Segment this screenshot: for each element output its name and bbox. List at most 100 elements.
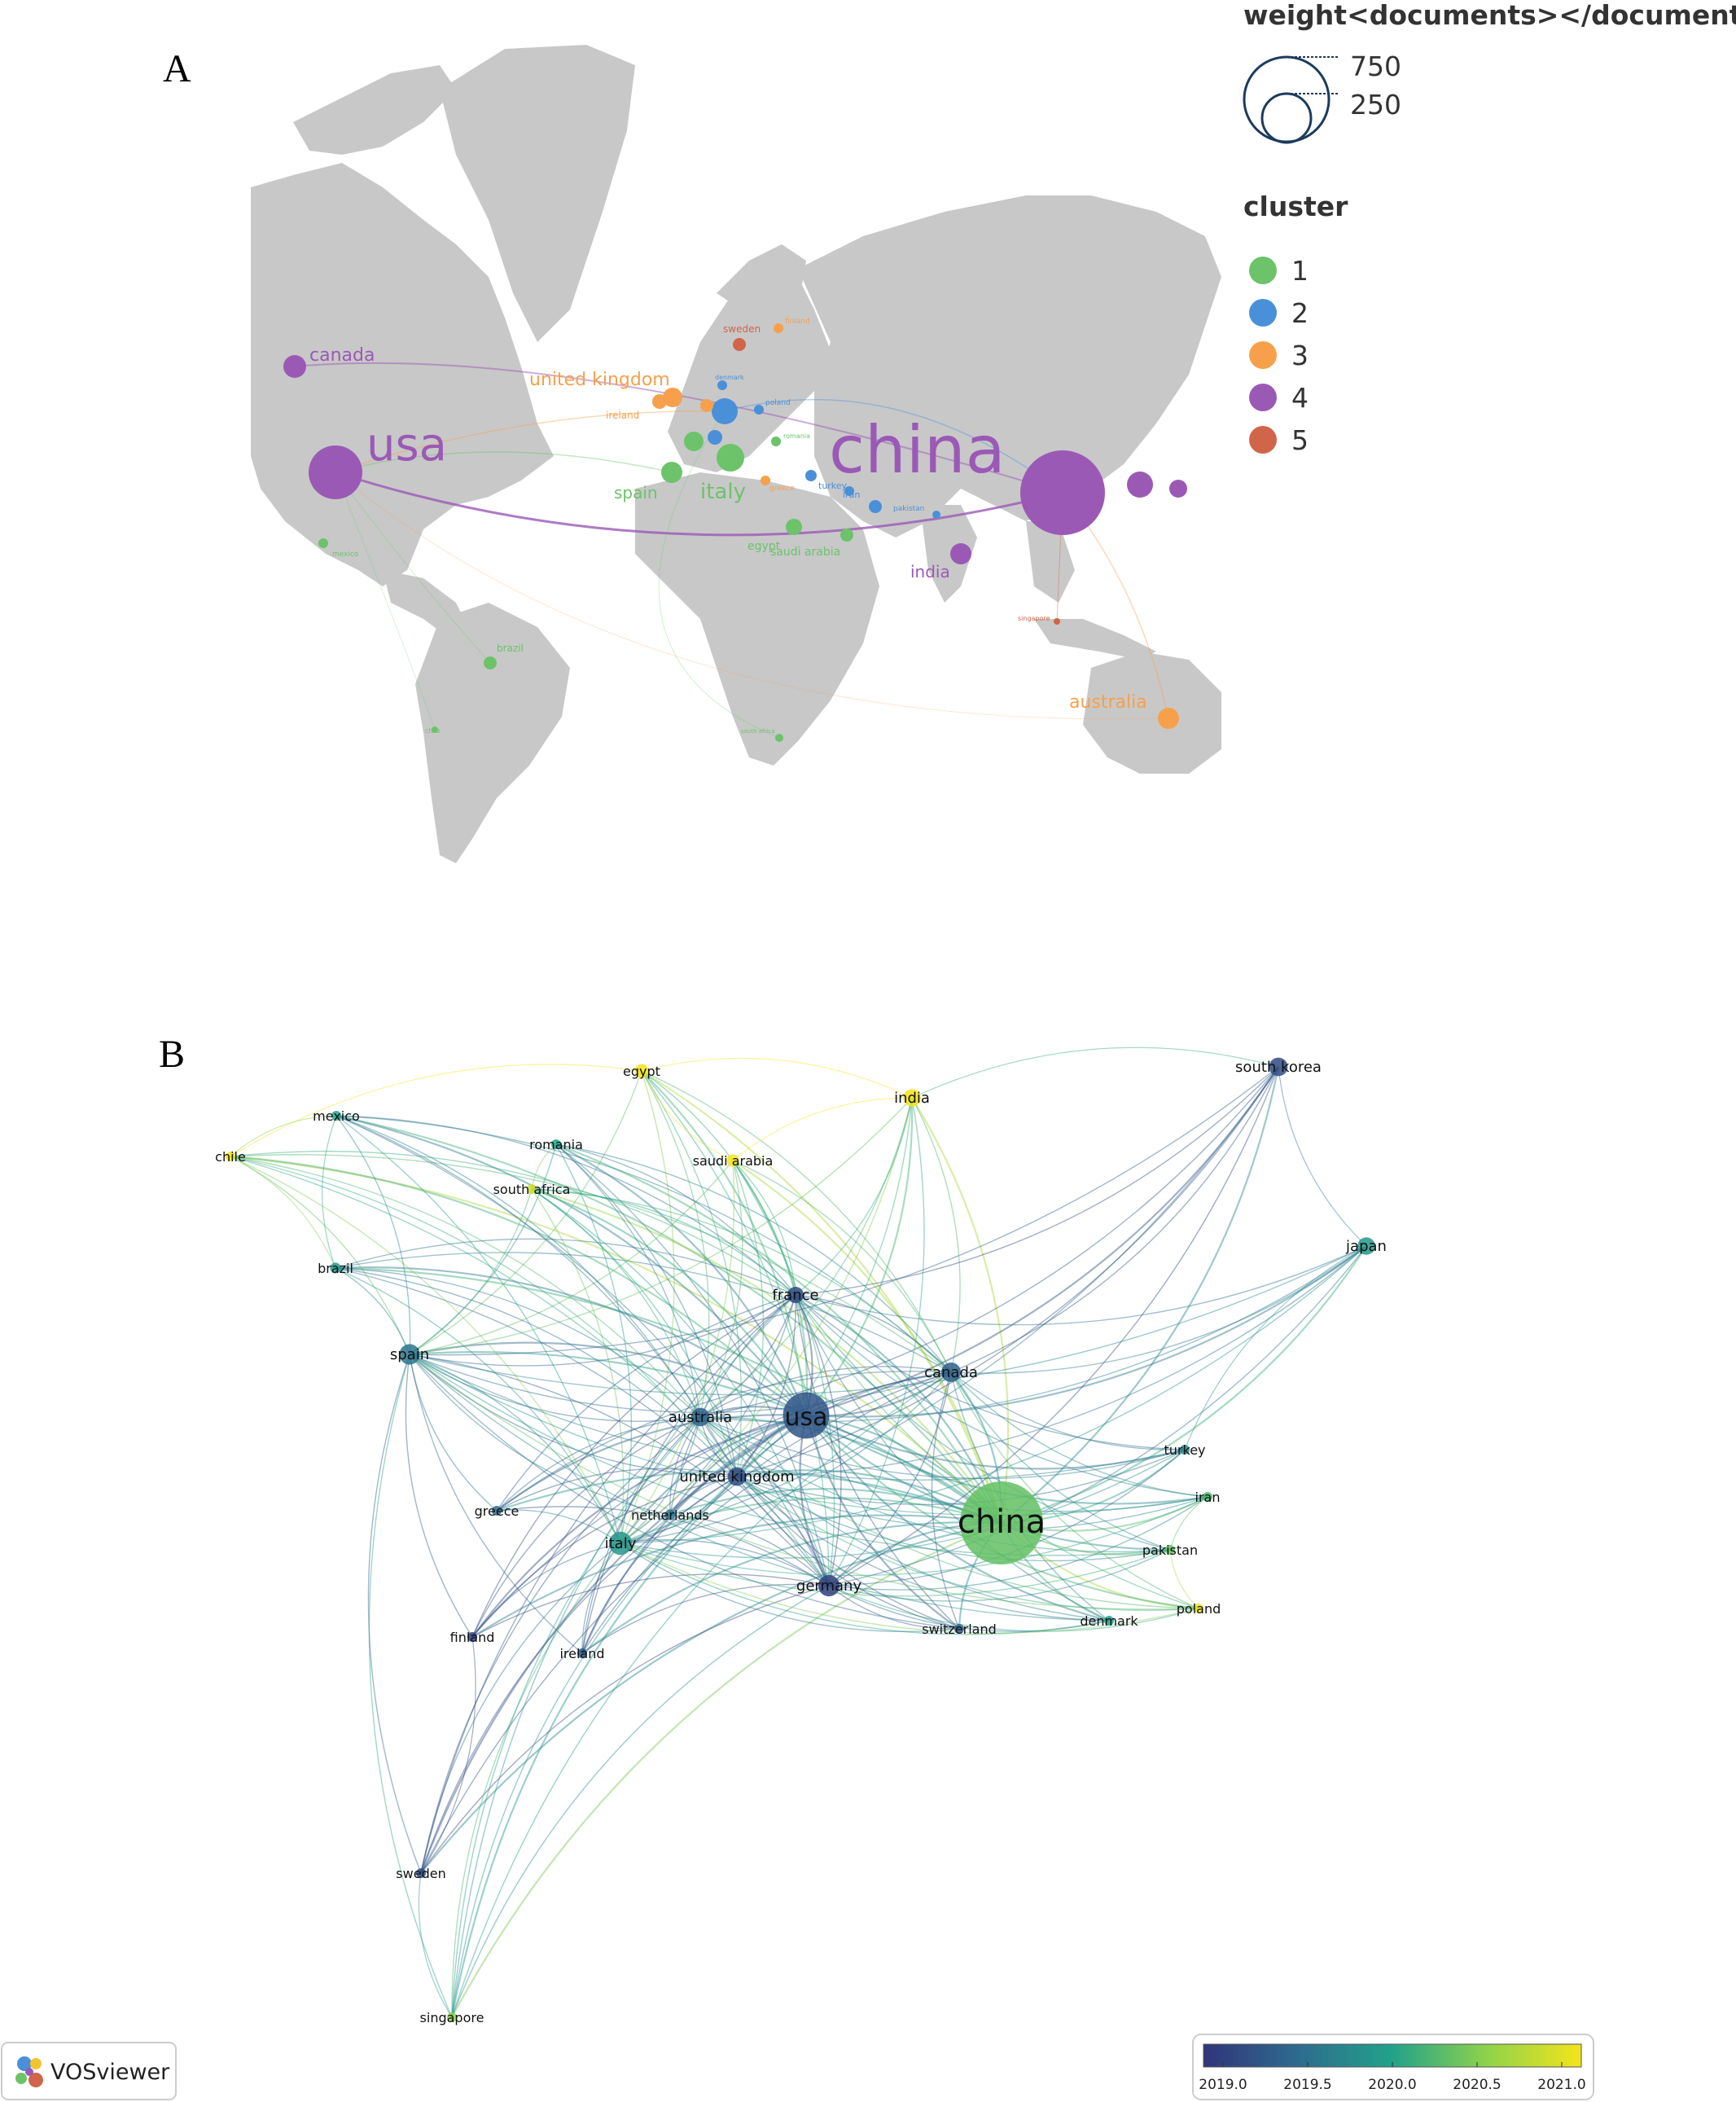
network-node-finland[interactable] — [467, 1632, 477, 1642]
network-label-japan: japan — [1345, 1238, 1387, 1255]
network-node-denmark[interactable] — [1104, 1616, 1114, 1626]
map-node-spain[interactable] — [661, 462, 682, 483]
map-node-iran[interactable] — [844, 486, 854, 496]
arctic-islands-shape — [293, 65, 456, 155]
network-node-germany[interactable] — [818, 1574, 840, 1597]
map-node-egypt[interactable] — [786, 519, 802, 535]
map-node-germany[interactable] — [712, 398, 738, 424]
network-edge — [732, 1160, 1003, 1524]
network-label-india: india — [894, 1090, 930, 1107]
map-node-japan[interactable] — [1169, 480, 1187, 498]
network-edge — [795, 1294, 1171, 1551]
map-node-australia[interactable] — [1158, 708, 1179, 729]
map-node-pakistan[interactable] — [869, 500, 882, 513]
network-edge — [699, 1416, 1171, 1553]
map-node-saudi-arabia[interactable] — [840, 529, 853, 542]
network-edge — [805, 1097, 914, 1416]
map-node-brazil[interactable] — [484, 656, 497, 669]
vosviewer-badge: VOSviewer — [1, 2042, 177, 2100]
panel-b-letter: B — [159, 1033, 185, 1076]
network-edge — [420, 1542, 621, 1874]
network-edge — [641, 1070, 830, 1586]
network-node-pakistan[interactable] — [1165, 1545, 1175, 1555]
map-node-finland[interactable] — [774, 323, 783, 333]
map-node-turkey[interactable] — [805, 470, 817, 481]
network-node-france[interactable] — [787, 1286, 804, 1304]
network-edge — [620, 1070, 675, 1544]
map-node-sweden[interactable] — [733, 338, 746, 351]
network-node-turkey[interactable] — [1180, 1445, 1190, 1455]
network-node-south-korea[interactable] — [1269, 1057, 1288, 1077]
map-node-singapore[interactable] — [1054, 618, 1060, 625]
network-edge — [620, 1496, 1208, 1577]
network-edge — [620, 1416, 701, 1544]
network-node-netherlands[interactable] — [664, 1509, 676, 1521]
network-node-spain[interactable] — [399, 1344, 420, 1365]
map-node-united-kingdom[interactable] — [663, 388, 682, 407]
network-node-india[interactable] — [903, 1089, 921, 1107]
map-node-italy[interactable] — [717, 444, 744, 472]
network-node-japan[interactable] — [1357, 1237, 1375, 1255]
network-node-united-kingdom[interactable] — [727, 1467, 747, 1486]
network-node-iran[interactable] — [1203, 1492, 1212, 1502]
network-edge — [420, 1416, 701, 1874]
network-node-usa[interactable] — [783, 1392, 830, 1439]
map-node-france[interactable] — [684, 432, 704, 451]
network-edge — [828, 1097, 925, 1586]
network-edge — [736, 1371, 952, 1477]
network-edge — [335, 1267, 701, 1418]
cluster-legend-swatch-3 — [1249, 341, 1277, 369]
network-edge — [531, 1143, 557, 1190]
map-node-poland[interactable] — [754, 405, 764, 415]
map-label-brazil: brazil — [497, 643, 524, 654]
network-edge — [1001, 1245, 1367, 1525]
network-node-saudi-arabia[interactable] — [726, 1154, 739, 1167]
map-node-usa[interactable] — [309, 445, 362, 499]
network-node-singapore[interactable] — [447, 2012, 457, 2022]
map-node-netherlands[interactable] — [700, 399, 713, 412]
map-node-china[interactable] — [1020, 450, 1105, 535]
network-edge — [322, 1115, 337, 1269]
network-edge — [950, 1371, 1186, 1450]
network-edge — [409, 1354, 952, 1414]
network-node-ireland[interactable] — [577, 1648, 587, 1658]
network-node-poland[interactable] — [1194, 1604, 1203, 1613]
network-edge — [620, 1160, 735, 1544]
map-node-south-africa[interactable] — [775, 734, 783, 742]
network-edge — [335, 1266, 807, 1416]
network-node-chile[interactable] — [226, 1152, 235, 1161]
map-node-greece[interactable] — [761, 476, 770, 485]
network-edge — [531, 1187, 1002, 1524]
network-edge — [736, 1476, 960, 1630]
vosviewer-logo-icon — [15, 2056, 43, 2087]
network-node-sweden[interactable] — [416, 1868, 426, 1878]
network-edge — [230, 1156, 738, 1477]
network-node-mexico[interactable] — [331, 1111, 341, 1121]
map-node-extra[interactable] — [932, 511, 940, 519]
network-node-australia[interactable] — [690, 1407, 710, 1427]
map-node-mexico[interactable] — [318, 538, 328, 548]
network-node-brazil[interactable] — [330, 1262, 341, 1274]
network-node-south-africa[interactable] — [527, 1184, 537, 1194]
network-node-greece[interactable] — [492, 1506, 502, 1516]
network-label-denmark: denmark — [1080, 1613, 1138, 1629]
network-edge — [335, 1114, 1002, 1524]
network-node-canada[interactable] — [940, 1362, 962, 1383]
network-node-romania[interactable] — [551, 1139, 561, 1149]
network-node-italy[interactable] — [608, 1531, 633, 1556]
network-node-egypt[interactable] — [634, 1064, 649, 1078]
map-node-romania[interactable] — [771, 437, 781, 446]
network-node-china[interactable] — [960, 1481, 1043, 1564]
network-node-switzerland[interactable] — [954, 1624, 964, 1634]
map-node-denmark[interactable] — [717, 380, 727, 390]
cluster-legend-label-1: 1 — [1291, 255, 1309, 287]
map-node-india[interactable] — [950, 543, 971, 564]
network-edge — [736, 1097, 913, 1477]
network-label-mexico: mexico — [313, 1108, 360, 1124]
network-edge — [795, 1294, 1110, 1621]
map-node-ireland[interactable] — [652, 394, 667, 409]
map-node-south-korea[interactable] — [1127, 472, 1153, 498]
map-node-switzerland[interactable] — [708, 430, 722, 445]
map-node-chile[interactable] — [432, 726, 438, 733]
map-node-canada[interactable] — [283, 355, 306, 378]
